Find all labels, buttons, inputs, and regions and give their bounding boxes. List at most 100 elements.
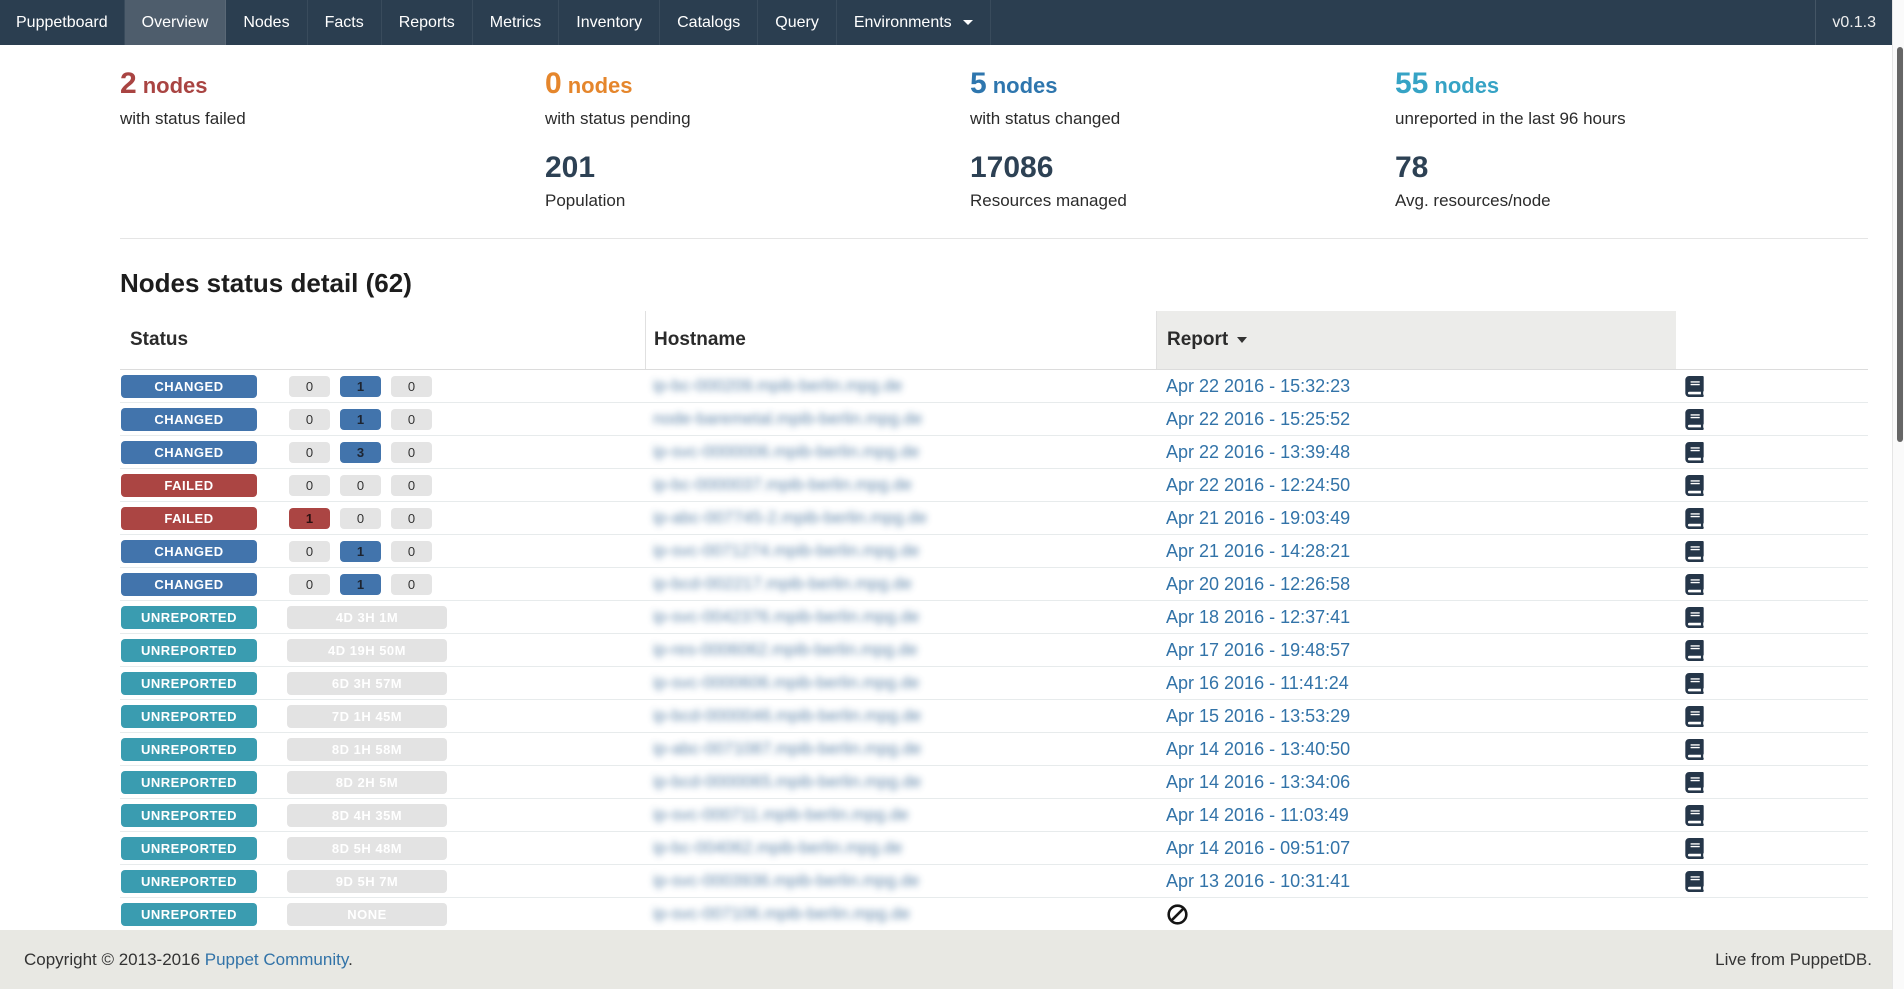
report-cell: Apr 17 2016 - 19:48:57 [1156, 634, 1676, 666]
report-cell: Apr 15 2016 - 13:53:29 [1156, 700, 1676, 732]
report-book-icon[interactable] [1685, 408, 1704, 430]
hostname-link-blurred[interactable]: ip-bc-004062.mpib-berlin.mpg.de [653, 838, 903, 857]
hostname-link-blurred[interactable]: ip-svc-0003936.mpib-berlin.mpg.de [653, 871, 920, 890]
table-row: UNREPORTED 4D 3H 1M ip-svc-0042376.mpib-be… [120, 601, 1868, 634]
nodes-table: Status Hostname Report CHANGED 0 1 0 ip-bc-0… [120, 311, 1868, 931]
tab-metrics[interactable]: Metrics [473, 0, 560, 45]
hostname-cell: ip-bcd-002217.mpib-berlin.mpg.de [645, 568, 1156, 600]
report-link[interactable]: Apr 21 2016 - 19:03:49 [1166, 507, 1351, 528]
unreported-label: unreported in the last 96 hours [1395, 109, 1626, 128]
population-label: Population [545, 191, 626, 210]
report-link[interactable]: Apr 18 2016 - 12:37:41 [1166, 606, 1351, 627]
report-link[interactable]: Apr 14 2016 - 13:40:50 [1166, 738, 1351, 759]
report-link[interactable]: Apr 14 2016 - 13:34:06 [1166, 771, 1351, 792]
scrollbar-thumb[interactable] [1897, 47, 1903, 442]
report-link[interactable]: Apr 22 2016 - 12:24:50 [1166, 474, 1351, 495]
report-book-icon[interactable] [1685, 375, 1704, 397]
header-report-sorted[interactable]: Report [1156, 311, 1676, 369]
environments-dropdown-label: Environments [853, 14, 952, 31]
count-badge: 3 [340, 441, 381, 463]
tab-inventory[interactable]: Inventory [559, 0, 661, 45]
report-link[interactable]: Apr 13 2016 - 10:31:41 [1166, 870, 1351, 891]
tab-catalogs[interactable]: Catalogs [660, 0, 759, 45]
count-badge: 1 [340, 573, 381, 595]
header-hostname[interactable]: Hostname [645, 311, 1156, 369]
report-book-icon[interactable] [1685, 507, 1704, 529]
report-book-icon[interactable] [1685, 606, 1704, 628]
tab-query[interactable]: Query [758, 0, 837, 45]
hostname-link-blurred[interactable]: ip-bcd-0000065.mpib-berlin.mpg.de [653, 772, 922, 791]
tab-overview[interactable]: Overview [124, 0, 227, 45]
report-link[interactable]: Apr 21 2016 - 14:28:21 [1166, 540, 1351, 561]
failed-count: 2 nodes [120, 67, 208, 100]
status-cell: UNREPORTED 6D 3H 57M [120, 667, 645, 699]
hostname-link-blurred[interactable]: ip-res-0006062.mpib-berlin.mpg.de [653, 640, 918, 659]
status-badge: UNREPORTED [121, 836, 257, 860]
tab-facts[interactable]: Facts [308, 0, 382, 45]
tab-reports[interactable]: Reports [382, 0, 473, 45]
report-link[interactable]: Apr 14 2016 - 09:51:07 [1166, 837, 1351, 858]
count-badge: 0 [391, 441, 432, 463]
report-link[interactable]: Apr 17 2016 - 19:48:57 [1166, 639, 1351, 660]
report-book-icon[interactable] [1685, 870, 1704, 892]
report-link[interactable]: Apr 22 2016 - 15:32:23 [1166, 375, 1351, 396]
report-book-icon[interactable] [1685, 738, 1704, 760]
hostname-link-blurred[interactable]: ip-svc-000711.mpib-berlin.mpg.de [653, 805, 909, 824]
environments-dropdown[interactable]: Environments [837, 0, 992, 45]
status-badge: FAILED [121, 473, 257, 497]
status-cell: UNREPORTED 8D 1H 58M [120, 733, 645, 765]
report-icon-cell [1676, 667, 1868, 699]
footer: Copyright © 2013-2016 Puppet Community. … [0, 930, 1892, 989]
report-link[interactable]: Apr 16 2016 - 11:41:24 [1166, 672, 1349, 693]
hostname-link-blurred[interactable]: ip-bcd-002217.mpib-berlin.mpg.de [653, 574, 912, 593]
hostname-link-blurred[interactable]: ip-bc-0000037.mpib-berlin.mpg.de [653, 475, 912, 494]
status-badge: UNREPORTED [121, 704, 257, 728]
unreported-duration-badge: 8D 4H 35M [287, 803, 447, 827]
report-book-icon[interactable] [1685, 672, 1704, 694]
resources-label: Resources managed [970, 191, 1127, 210]
report-book-icon[interactable] [1685, 573, 1704, 595]
report-link[interactable]: Apr 20 2016 - 12:26:58 [1166, 573, 1351, 594]
hostname-link-blurred[interactable]: ip-svc-0071274.mpib-berlin.mpg.de [653, 541, 920, 560]
report-cell: Apr 20 2016 - 12:26:58 [1156, 568, 1676, 600]
main-content: 2 nodes with status failed 0 nodes with st… [120, 45, 1868, 931]
unreported-duration-badge: 8D 5H 48M [287, 836, 447, 860]
report-book-icon[interactable] [1685, 639, 1704, 661]
hostname-link-blurred[interactable]: node-baremetal.mpib-berlin.mpg.de [653, 409, 923, 428]
hostname-link-blurred[interactable]: ip-svc-0042376.mpib-berlin.mpg.de [653, 607, 920, 626]
unreported-duration-badge: 4D 19H 50M [287, 638, 447, 662]
stat-pending: 0 nodes with status pending 201 Populatio… [545, 67, 970, 238]
report-link[interactable]: Apr 14 2016 - 11:03:49 [1166, 804, 1349, 825]
status-badge: UNREPORTED [121, 737, 257, 761]
tab-nodes[interactable]: Nodes [226, 0, 308, 45]
hostname-link-blurred[interactable]: ip-bcd-0000046.mpib-berlin.mpg.de [653, 706, 922, 725]
report-book-icon[interactable] [1685, 441, 1704, 463]
report-link[interactable]: Apr 22 2016 - 13:39:48 [1166, 441, 1351, 462]
report-link[interactable]: Apr 22 2016 - 15:25:52 [1166, 408, 1351, 429]
hostname-link-blurred[interactable]: ip-abc-0071087.mpib-berlin.mpg.de [653, 739, 922, 758]
navbar-brand[interactable]: Puppetboard [0, 0, 125, 45]
hostname-link-blurred[interactable]: ip-abc-007745-2.mpib-berlin.mpg.de [653, 508, 928, 527]
hostname-link-blurred[interactable]: ip-svc-0000606.mpib-berlin.mpg.de [653, 673, 920, 692]
report-link[interactable]: Apr 15 2016 - 13:53:29 [1166, 705, 1351, 726]
report-book-icon[interactable] [1685, 705, 1704, 727]
hostname-link-blurred[interactable]: ip-svc-0000006.mpib-berlin.mpg.de [653, 442, 920, 461]
hostname-link-blurred[interactable]: ip-bc-000209.mpib-berlin.mpg.de [653, 376, 903, 395]
no-report-ban-icon [1166, 903, 1189, 926]
status-badge: FAILED [121, 506, 257, 530]
report-book-icon[interactable] [1685, 804, 1704, 826]
hostname-link-blurred[interactable]: ip-svc-007106.mpib-berlin.mpg.de [653, 904, 911, 923]
status-badge: CHANGED [121, 539, 257, 563]
unreported-duration-badge: 7D 1H 45M [287, 704, 447, 728]
status-cell: UNREPORTED NONE [120, 898, 645, 930]
stat-avg-resources: 78 Avg. resources/node [1395, 151, 1820, 213]
report-cell: Apr 14 2016 - 09:51:07 [1156, 832, 1676, 864]
header-status[interactable]: Status [130, 329, 189, 350]
failed-label: with status failed [120, 109, 246, 128]
report-book-icon[interactable] [1685, 771, 1704, 793]
report-cell: Apr 16 2016 - 11:41:24 [1156, 667, 1676, 699]
report-book-icon[interactable] [1685, 474, 1704, 496]
puppet-community-link[interactable]: Puppet Community [204, 949, 349, 969]
report-book-icon[interactable] [1685, 837, 1704, 859]
report-book-icon[interactable] [1685, 540, 1704, 562]
